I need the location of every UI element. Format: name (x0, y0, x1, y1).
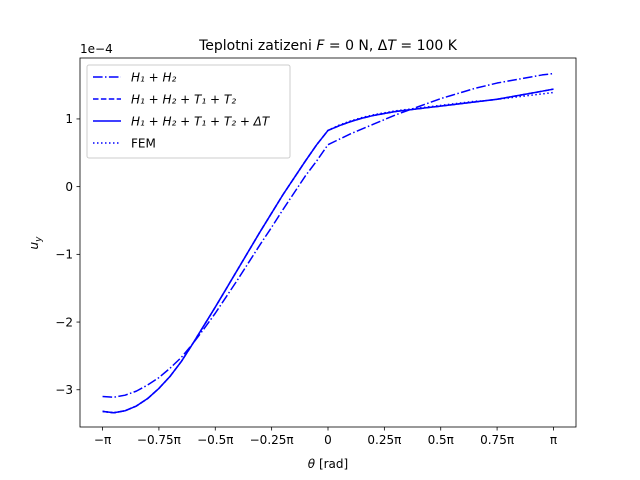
x-tick-label: 0 (324, 433, 332, 447)
series-layer (102, 72, 554, 414)
legend-label-h1-h2-t1-t2: H₁ + H₂ + T₁ + T₂ (131, 92, 236, 106)
legend-label-h1-h2-t1-t2-t: H₁ + H₂ + T₁ + T₂ + ΔT (131, 114, 271, 128)
chart-title: Teplotni zatizeni F = 0 N, ΔT = 100 K (198, 38, 458, 54)
y-tick-label: −1 (55, 248, 73, 262)
legend-label-fem: FEM (131, 136, 156, 150)
x-tick-label: π (550, 433, 557, 447)
legend-label-h1-h2: H₁ + H₂ (131, 70, 177, 84)
plot-frame (79, 57, 577, 428)
y-tick-label: −2 (55, 315, 73, 329)
x-tick-label: 0.25π (367, 433, 401, 447)
y-tick-label: −3 (55, 383, 73, 397)
x-tick-label: −0.25π (250, 433, 294, 447)
x-tick-label: −0.75π (137, 433, 181, 447)
plot-area (102, 72, 554, 414)
y-axis: −3 −2 −1 0 1 (55, 112, 80, 397)
legend: H₁ + H₂ H₁ + H₂ + T₁ + T₂ H₁ + H₂ + T₁ + T… (86, 64, 291, 159)
x-tick-label: 0.75π (480, 433, 514, 447)
y-axis-label: uy (27, 236, 44, 250)
legend-box (86, 64, 291, 159)
y-tick-label: 1 (65, 112, 73, 126)
series-line-fem (102, 91, 554, 414)
y-tick-label: 0 (65, 180, 73, 194)
x-axis-label: θ [rad] (308, 457, 348, 471)
x-tick-label: −0.5π (197, 433, 233, 447)
x-tick-label: 0.5π (428, 433, 454, 447)
x-tick-label: −π (94, 433, 111, 447)
series-line-h1-h2 (102, 72, 554, 398)
y-offset-label: 1e−4 (80, 42, 113, 56)
x-axis: −π −0.75π −0.5π −0.25π 0 0.25π 0.5π 0.75π π (94, 427, 557, 447)
